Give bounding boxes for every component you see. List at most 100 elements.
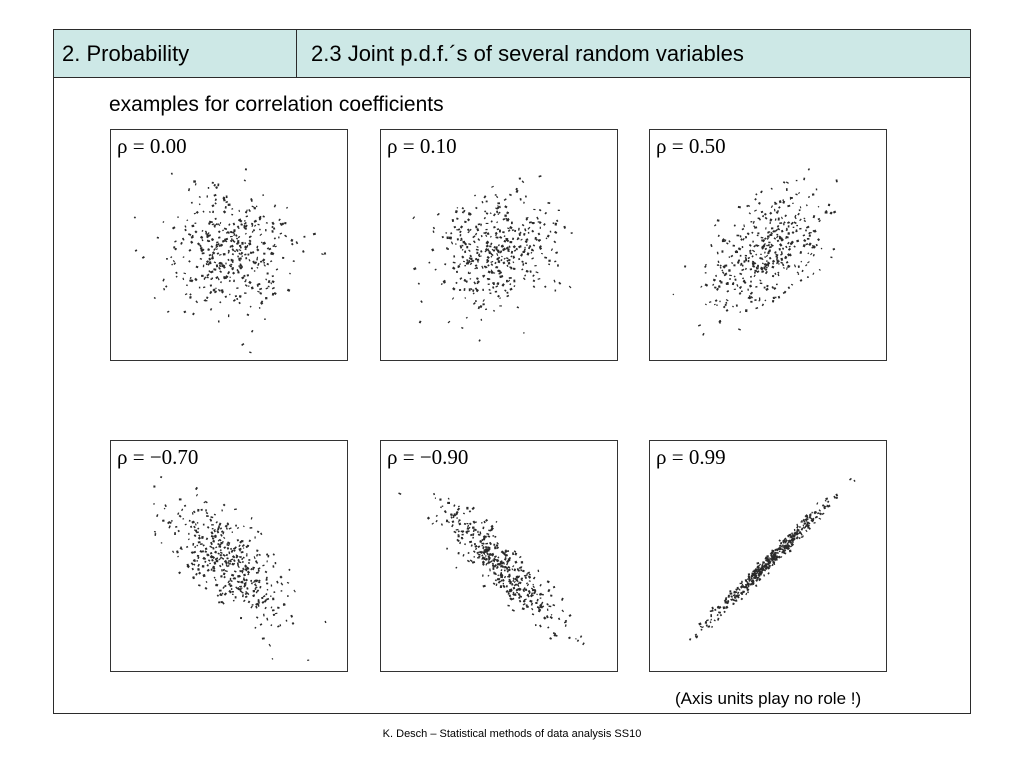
scatter-point bbox=[799, 227, 802, 230]
scatter-point bbox=[514, 560, 518, 564]
scatter-point bbox=[772, 560, 776, 564]
scatter-point bbox=[231, 531, 233, 534]
scatter-point bbox=[177, 529, 180, 533]
scatter-point bbox=[482, 574, 484, 577]
scatter-point bbox=[501, 578, 505, 582]
scatter-point bbox=[459, 239, 463, 241]
scatter-point bbox=[513, 580, 516, 584]
scatter-point bbox=[777, 547, 780, 551]
scatter-point bbox=[524, 588, 528, 592]
scatter-point bbox=[279, 222, 283, 226]
scatter-point bbox=[204, 586, 208, 590]
scatter-point bbox=[248, 239, 252, 243]
scatter-point bbox=[269, 595, 272, 597]
scatter-point bbox=[489, 235, 492, 238]
scatter-point bbox=[818, 509, 822, 512]
scatter-point bbox=[454, 514, 457, 517]
scatter-point bbox=[799, 278, 803, 282]
scatter-point bbox=[747, 256, 751, 260]
scatter-point bbox=[519, 595, 521, 598]
scatter-point bbox=[780, 253, 783, 256]
scatter-point bbox=[771, 286, 775, 289]
scatter-point bbox=[255, 561, 259, 564]
scatter-point bbox=[217, 242, 220, 246]
scatter-point bbox=[238, 544, 241, 548]
scatter-point bbox=[190, 525, 193, 528]
scatter-point bbox=[747, 575, 751, 578]
scatter-point bbox=[201, 239, 204, 242]
scatter-point bbox=[849, 477, 852, 481]
scatter-point bbox=[803, 217, 806, 220]
scatter-point bbox=[257, 598, 260, 602]
scatter-point bbox=[260, 532, 263, 536]
scatter-point bbox=[531, 588, 536, 592]
scatter-point bbox=[515, 591, 519, 594]
scatter-point bbox=[501, 255, 503, 258]
scatter-point bbox=[782, 223, 785, 226]
scatter-point bbox=[258, 218, 262, 221]
scatter-point bbox=[459, 230, 462, 234]
scatter-point bbox=[459, 541, 462, 545]
scatter-point bbox=[806, 225, 810, 229]
scatter-point bbox=[485, 542, 489, 545]
scatter-point bbox=[506, 570, 509, 573]
scatter-point bbox=[205, 511, 209, 515]
scatter-point bbox=[497, 577, 501, 581]
scatter-point bbox=[233, 549, 236, 552]
scatter-point bbox=[555, 634, 558, 637]
scatter-point bbox=[508, 258, 511, 262]
scatter-point bbox=[186, 284, 188, 287]
scatter-point bbox=[240, 223, 243, 226]
scatter-point bbox=[546, 234, 550, 238]
scatter-point bbox=[209, 562, 211, 565]
scatter-point bbox=[522, 569, 525, 573]
scatter-point bbox=[711, 609, 714, 612]
scatter-point bbox=[257, 603, 260, 607]
scatter-point bbox=[539, 583, 542, 587]
scatter-point bbox=[197, 536, 202, 540]
scatter-point bbox=[766, 244, 768, 247]
scatter-point bbox=[188, 248, 192, 252]
scatter-point bbox=[466, 259, 469, 262]
scatter-panel-rho-neg-0-70: ρ = −0.70 bbox=[110, 440, 348, 672]
scatter-point bbox=[213, 576, 216, 579]
scatter-point bbox=[467, 271, 470, 274]
scatter-point bbox=[504, 556, 507, 560]
scatter-point bbox=[487, 555, 490, 558]
scatter-point bbox=[797, 273, 800, 275]
scatter-point bbox=[225, 200, 229, 204]
scatter-point bbox=[242, 567, 245, 571]
scatter-point bbox=[468, 243, 472, 246]
scatter-point bbox=[499, 235, 503, 239]
scatter-point bbox=[744, 257, 747, 259]
scatter-point bbox=[762, 244, 766, 248]
scatter-point bbox=[516, 588, 520, 592]
scatter-point bbox=[793, 264, 797, 268]
scatter-point bbox=[266, 272, 269, 275]
scatter-point bbox=[800, 527, 804, 531]
scatter-point bbox=[244, 232, 247, 235]
scatter-point bbox=[463, 288, 466, 291]
scatter-point bbox=[238, 265, 241, 268]
scatter-point bbox=[504, 289, 507, 292]
scatter-point bbox=[764, 562, 768, 566]
scatter-point bbox=[481, 538, 484, 542]
scatter-point bbox=[272, 553, 276, 556]
scatter-point bbox=[742, 279, 746, 283]
scatter-point bbox=[250, 516, 253, 520]
scatter-point bbox=[213, 513, 216, 516]
scatter-point bbox=[187, 538, 190, 541]
scatter-point bbox=[153, 530, 157, 533]
scatter-point bbox=[256, 245, 259, 249]
scatter-point bbox=[548, 605, 552, 608]
scatter-point bbox=[505, 279, 508, 283]
scatter-point bbox=[230, 244, 234, 248]
scatter-point bbox=[539, 597, 542, 600]
scatter-point bbox=[557, 264, 559, 267]
scatter-point bbox=[182, 517, 185, 520]
scatter-point bbox=[512, 565, 515, 568]
scatter-point bbox=[218, 601, 221, 604]
scatter-point bbox=[485, 555, 487, 557]
scatter-point bbox=[755, 306, 759, 310]
rho-label: ρ = 0.10 bbox=[387, 134, 457, 158]
